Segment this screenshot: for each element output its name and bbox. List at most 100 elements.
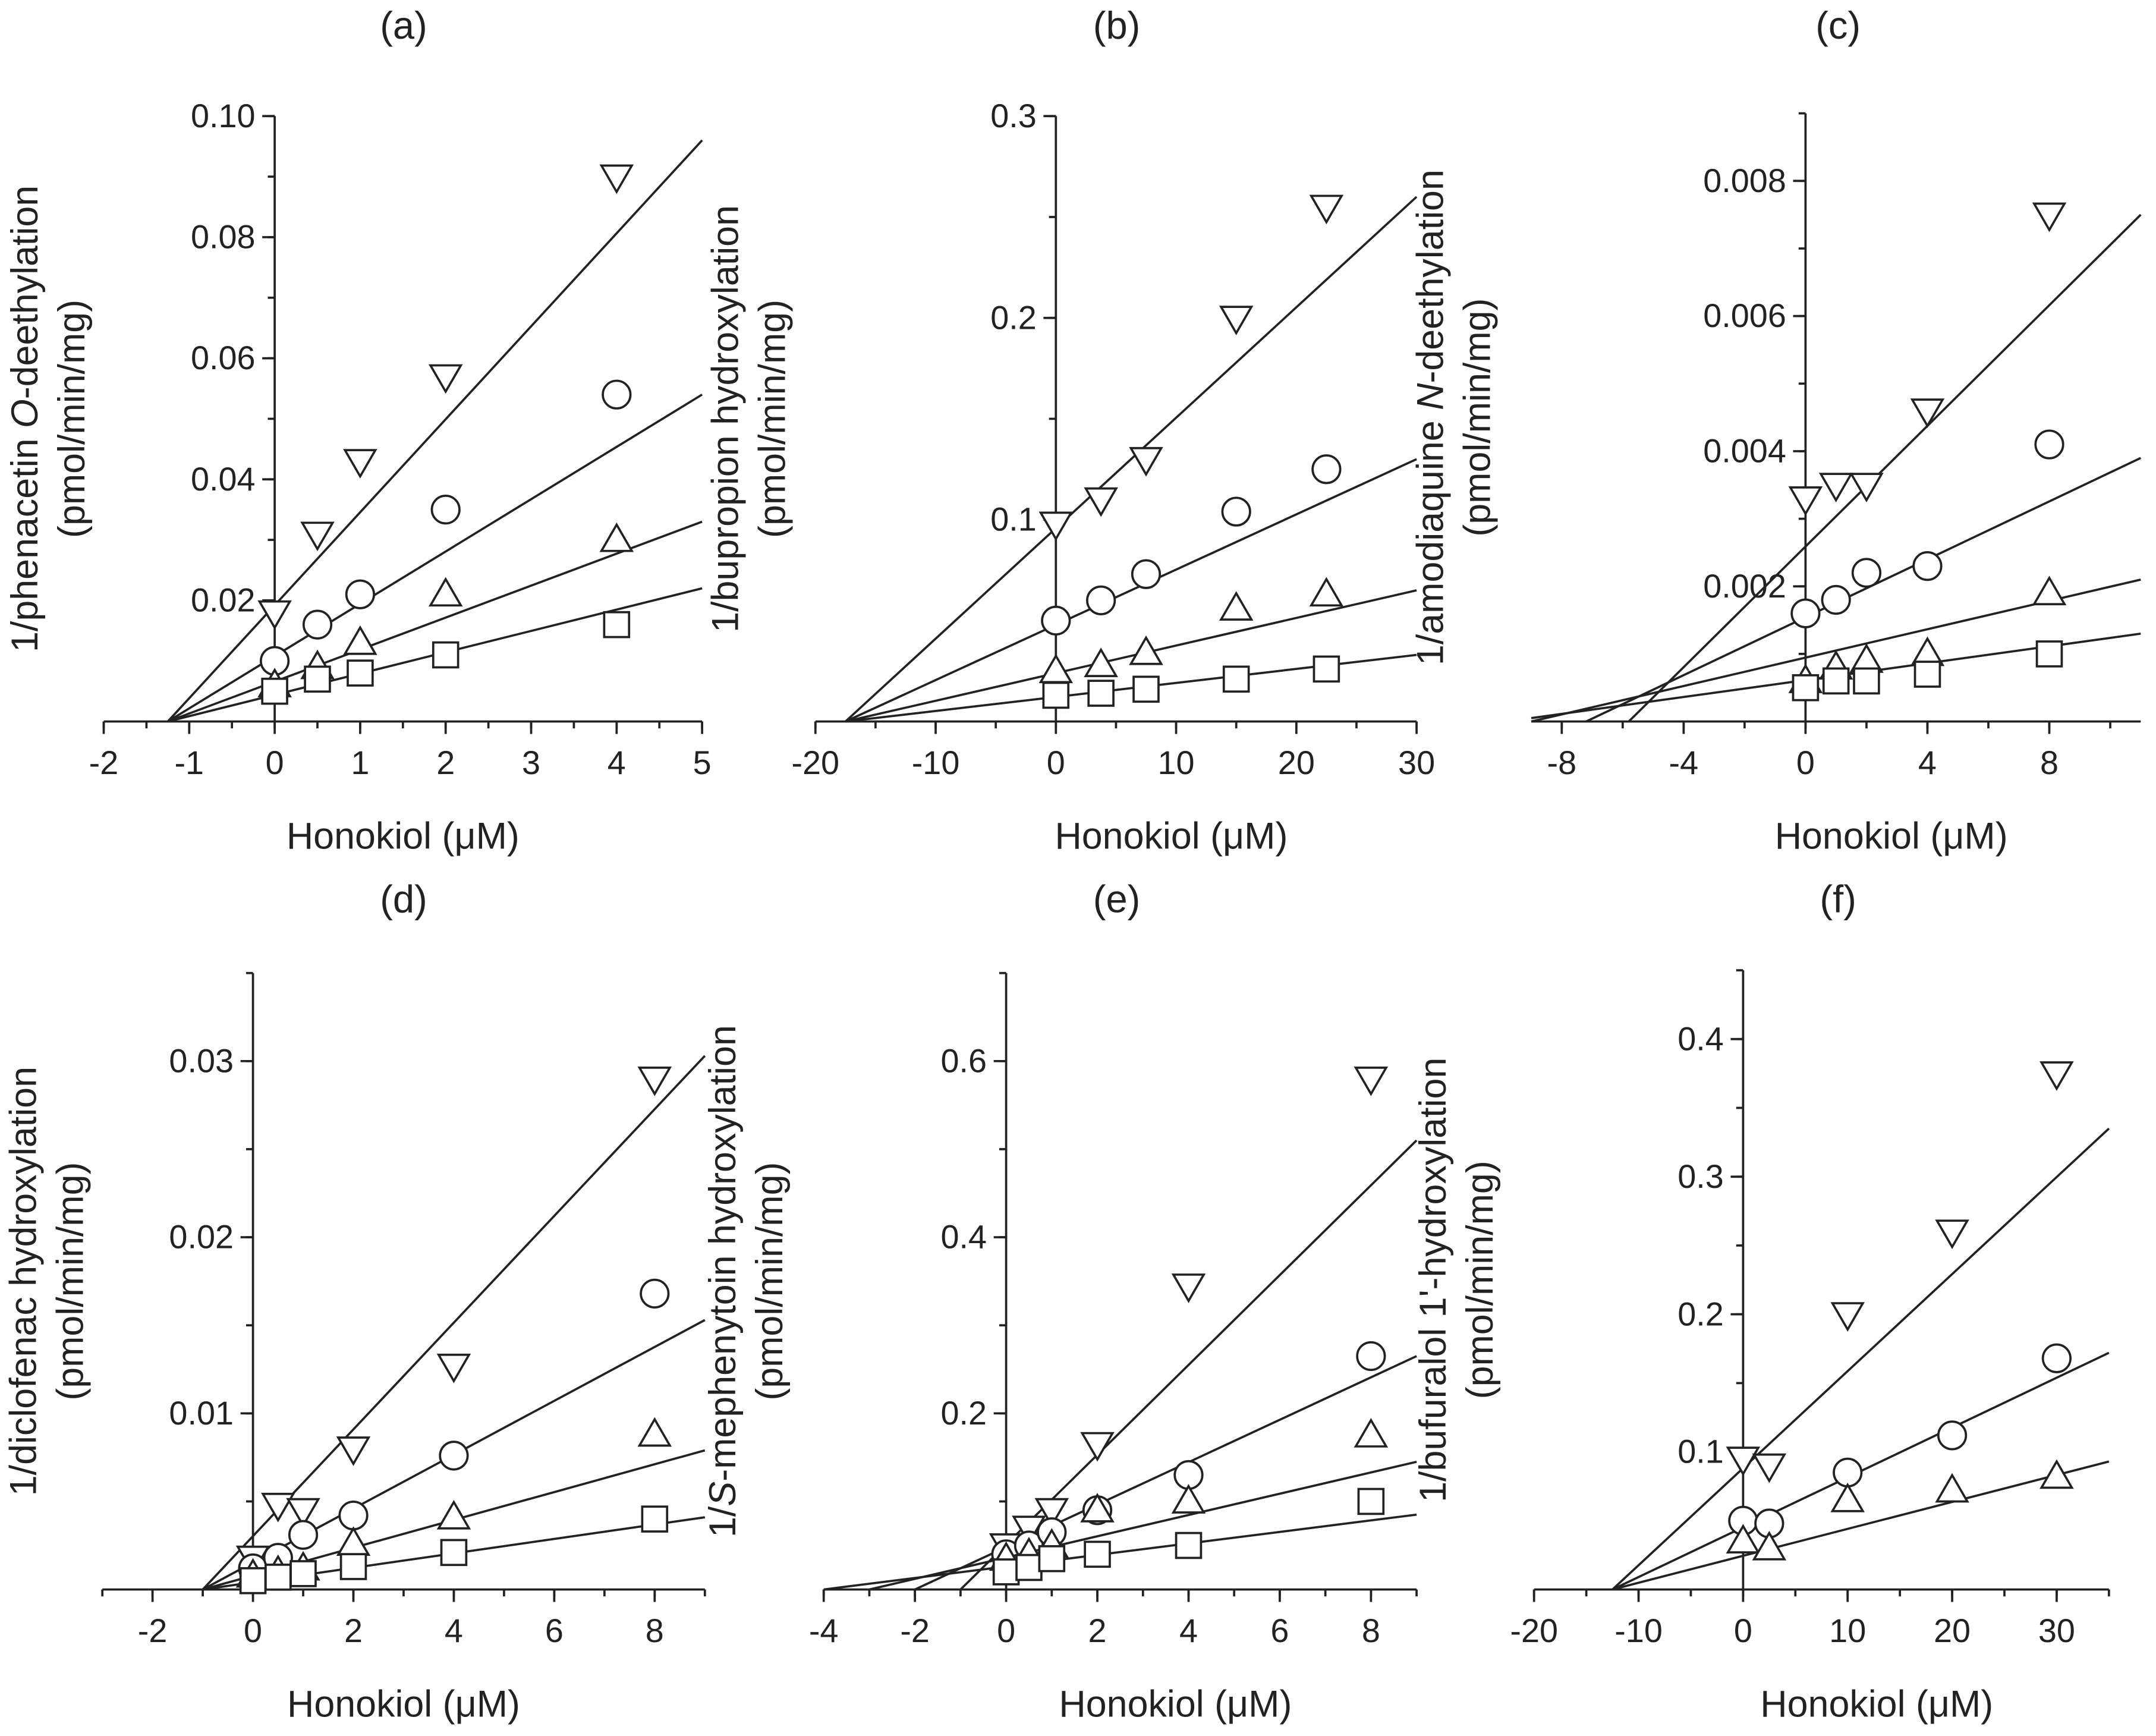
regression-line-circle [167,394,703,723]
data-point-triangle-down [2039,1061,2074,1091]
regression-line-triangle-down [1612,1127,2110,1590]
x-tick-label: 4 [1918,744,1937,781]
data-point-square [1132,675,1160,703]
data-point-triangle-down [1034,1498,1069,1528]
y-axis-label: 1/phenacetin O-deethylation [4,185,46,652]
regression-line-circle [845,458,1417,723]
x-tick-label: 30 [1398,744,1435,781]
x-tick-label: -2 [138,1612,168,1649]
data-point-triangle-up [1752,1530,1787,1561]
data-point-circle [345,579,376,609]
data-point-triangle-up [2032,575,2067,606]
panel-title: (a) [380,4,427,47]
y-label-italic: N [1409,383,1451,410]
data-point-triangle-down [1080,1432,1115,1462]
data-point-triangle-down [1830,1302,1865,1332]
data-point-square [440,1539,468,1567]
x-tick-label: 8 [1362,1612,1380,1649]
data-point-triangle-down [436,1353,471,1383]
data-point-circle [1821,584,1851,615]
data-point-square [339,1553,367,1580]
data-point-triangle-up [599,522,634,552]
y-axis-label: 1/bufuralol 1'-hydroxylation [1412,1058,1454,1502]
data-point-circle [1086,585,1116,616]
panel-f: (f) -20 -10 0 10 20 30 0.1 0.2 0.3 0.4 Honokiol (μM… [1412,877,2110,1725]
regression-line-triangle-up [1612,1460,2110,1591]
y-axis-label: 1/bupropion hydroxylation [705,205,747,633]
y-label-text: 1/amodiaquine [1409,410,1451,665]
x-tick-label: 0 [1796,744,1815,781]
data-point-square [239,1567,267,1595]
data-point-square [1015,1553,1043,1581]
data-point-triangle-up [1080,1492,1115,1523]
x-tick-label: 8 [646,1612,664,1649]
data-point-circle [288,1520,319,1550]
y-tick-label: 0.08 [191,218,256,256]
x-axis-label: Honokiol (μM) [1775,815,2008,857]
data-point-square [432,641,459,669]
data-point-triangle-up [336,1526,371,1556]
y-tick-label: 0.02 [169,1218,234,1256]
data-point-triangle-up [428,577,463,607]
data-point-circle [338,1501,369,1531]
y-tick-label: 0.006 [1703,297,1786,334]
data-point-triangle-down [428,364,463,394]
y-label-text: 1/diclofenac hydroxylation [3,1067,45,1496]
y-tick-label: 0.002 [1703,567,1786,605]
x-axis-label: Honokiol (μM) [1055,815,1288,857]
x-tick-label: 0 [244,1612,262,1649]
data-point-triangle-down [1219,306,1254,335]
y-axis-label: 1/S-mephenytoin hydroxylation [702,1025,744,1537]
data-point-square [1038,1545,1066,1573]
data-point-circle [1221,496,1251,527]
data-point-circle [439,1441,469,1471]
y-label-text: -deethylation [4,185,46,399]
panel-b: (b) -20 -10 0 10 20 30 0.1 0.2 0.3 Honokiol (μM) 1/… [705,4,1436,857]
y-label-text: 1/bufuralol 1'-hydroxylation [1412,1058,1454,1502]
y-tick-label: 0.02 [191,581,256,619]
data-point-triangle-up [2039,1459,2074,1489]
data-point-square [2035,640,2063,668]
data-point-triangle-up [1084,647,1118,677]
y-tick-label: 0.06 [191,339,256,376]
data-point-triangle-down [1084,487,1118,517]
x-tick-label: 6 [545,1612,564,1649]
data-point-triangle-down [1910,398,1945,429]
data-point-circle [1937,1420,1968,1451]
y-label-text: 1/phenacetin [4,428,46,652]
data-point-square [265,1564,292,1591]
data-point-square [1313,655,1340,683]
data-point-circle [430,495,461,525]
data-point-triangle-down [1849,473,1884,503]
data-point-triangle-up [343,625,377,655]
data-point-triangle-down [261,1492,295,1523]
x-tick-label: 20 [1934,1612,1971,1649]
y-tick-label: 0.6 [941,1042,987,1079]
data-point-square [304,665,331,693]
panel-d: (d) -2 0 2 4 6 8 0.01 0.02 0.03 Honokiol (μM) 1/dic… [3,877,706,1725]
x-tick-label: -4 [809,1612,839,1649]
data-point-triangle-up [1171,1484,1206,1514]
y-tick-label: 0.01 [169,1394,234,1432]
data-point-circle [1041,605,1071,636]
x-tick-label: 2 [344,1612,363,1649]
data-point-circle [2034,429,2064,460]
data-point-triangle-down [1171,1273,1206,1303]
data-point-triangle-down [1752,1453,1787,1483]
data-point-circle [1131,559,1162,589]
x-tick-label: 0 [997,1612,1015,1649]
x-tick-label: -10 [1614,1612,1663,1649]
x-axis-label: Honokiol (μM) [287,1683,520,1725]
x-tick-label: 20 [1278,744,1315,781]
panel-title: (b) [1093,4,1141,47]
regression-line-triangle-down [845,196,1418,722]
x-tick-label: -20 [791,744,839,781]
x-tick-label: 0 [1047,744,1065,781]
y-tick-label: 0.4 [1677,1020,1724,1057]
data-point-triangle-up [1219,591,1254,621]
y-tick-label: 0.2 [941,1394,987,1432]
regression-line-triangle-up [869,1460,1417,1591]
data-point-square [1913,661,1941,688]
regression-line-circle [1585,457,2142,723]
x-tick-label: 4 [445,1612,463,1649]
